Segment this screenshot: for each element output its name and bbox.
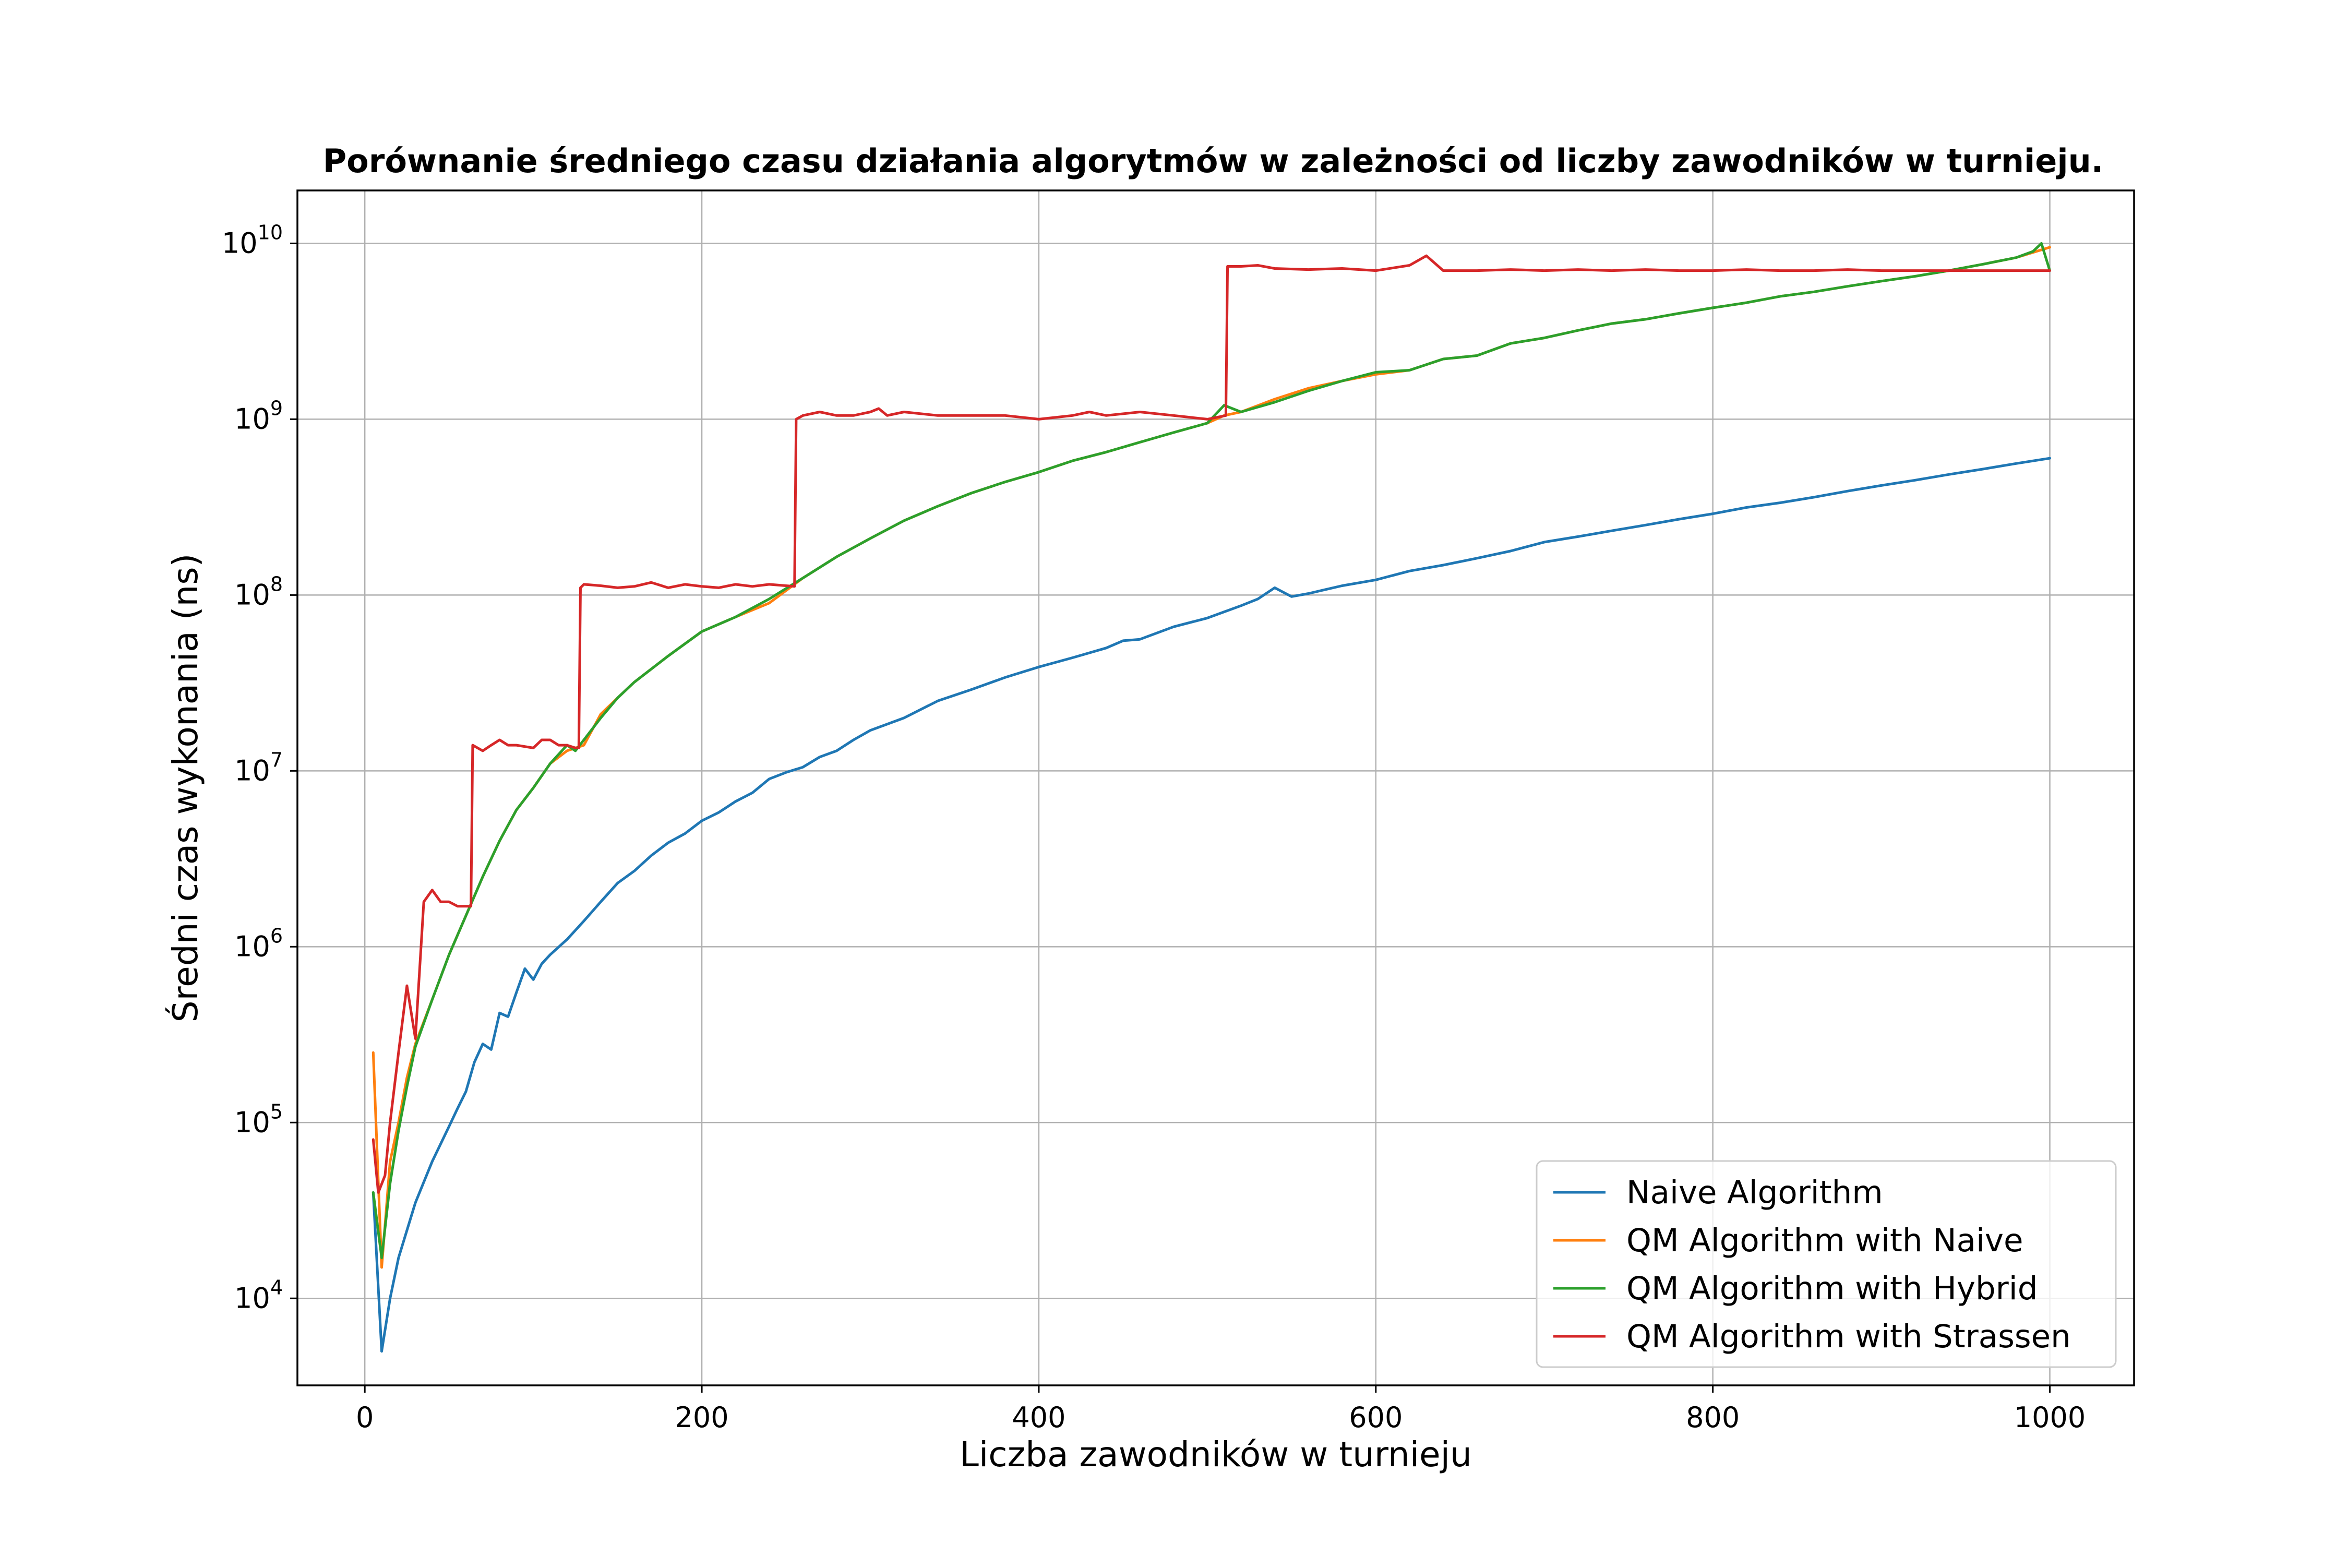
y-tick-exponent: 8	[270, 572, 283, 595]
legend-label: QM Algorithm with Strassen	[1626, 1318, 2071, 1355]
y-tick-base: 10	[234, 930, 270, 963]
x-tick-label: 400	[1012, 1401, 1065, 1434]
y-tick-label: 1010	[222, 221, 283, 259]
y-tick-exponent: 4	[270, 1276, 283, 1299]
series-line-0	[372, 457, 2051, 1353]
plot-series	[372, 242, 2051, 1353]
y-axis-label: Średni czas wykonania (ns)	[165, 554, 206, 1023]
plot-area-frame	[296, 189, 2135, 1386]
x-tick-label: 600	[1349, 1401, 1403, 1434]
series-line-2	[372, 242, 2051, 1260]
x-tick-label: 1000	[2014, 1401, 2086, 1434]
y-tick-exponent: 6	[270, 924, 283, 947]
grid-lines	[297, 190, 2134, 1385]
legend-label: QM Algorithm with Naive	[1626, 1222, 2023, 1259]
series-line-3	[372, 254, 2051, 1194]
chart-title: Porównanie średniego czasu działania alg…	[323, 142, 2104, 180]
y-tick-base: 10	[222, 226, 258, 259]
y-tick-label: 105	[234, 1100, 283, 1139]
y-tick-exponent: 5	[270, 1100, 283, 1123]
y-tick-label: 104	[234, 1276, 283, 1314]
y-tick-label: 106	[234, 924, 283, 963]
legend-box	[1536, 1160, 2117, 1368]
legend-label: QM Algorithm with Hybrid	[1626, 1270, 2038, 1307]
y-tick-base: 10	[234, 754, 270, 787]
y-tick-exponent: 9	[270, 397, 283, 420]
y-tick-base: 10	[234, 578, 270, 611]
legend: Naive Algorithm QM Algorithm with Naive QM…	[1536, 1160, 2117, 1368]
y-tick-label: 108	[234, 572, 283, 611]
x-axis-label: Liczba zawodników w turnieju	[960, 1434, 1472, 1475]
y-tick-label: 109	[234, 397, 283, 435]
x-tick-label: 200	[675, 1401, 729, 1434]
legend-label: Naive Algorithm	[1626, 1174, 1883, 1211]
y-tick-exponent: 7	[270, 748, 283, 771]
y-tick-label: 107	[234, 748, 283, 787]
y-tick-base: 10	[234, 402, 270, 435]
y-tick-exponent: 10	[258, 221, 283, 244]
y-tick-base: 10	[234, 1282, 270, 1314]
x-tick-label: 800	[1686, 1401, 1740, 1434]
y-tick-base: 10	[234, 1106, 270, 1139]
x-tick-label: 0	[356, 1401, 374, 1434]
